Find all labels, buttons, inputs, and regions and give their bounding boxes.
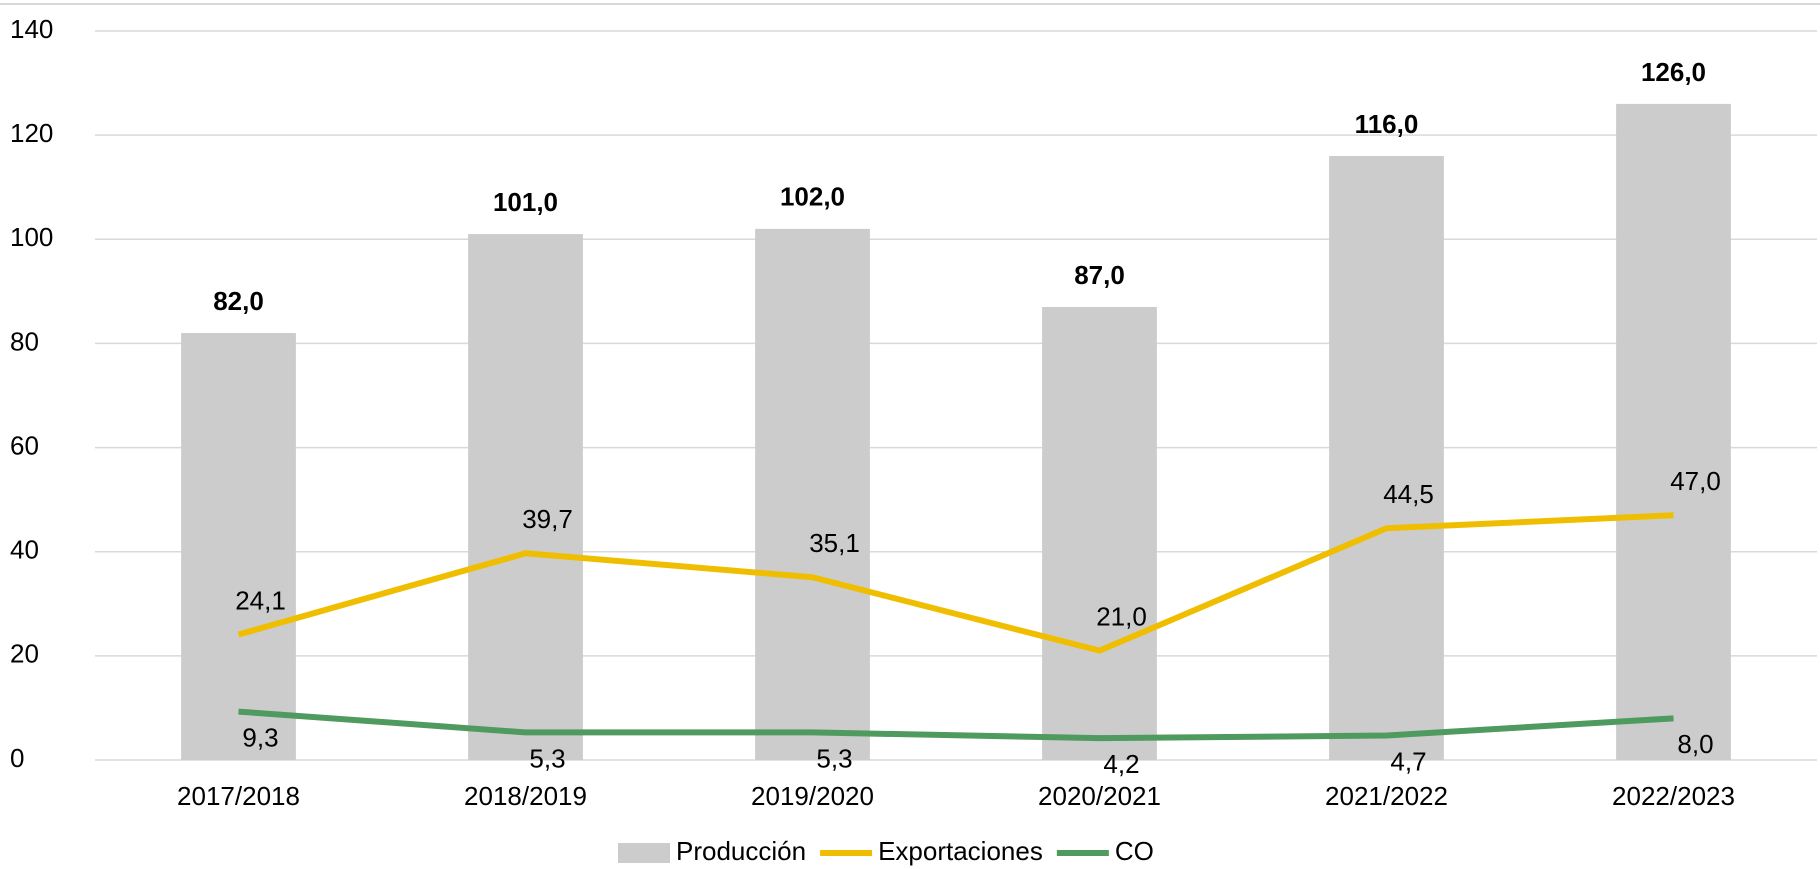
bar — [1042, 306, 1157, 760]
x-tick-label: 2020/2021 — [1038, 781, 1161, 811]
bar — [468, 234, 583, 761]
bar-value-label: 87,0 — [1074, 260, 1125, 290]
legend-label: Exportaciones — [878, 836, 1043, 866]
line-value-label: 8,0 — [1677, 729, 1713, 759]
y-tick-label: 40 — [10, 535, 39, 565]
line-value-label: 39,7 — [522, 504, 573, 534]
bar — [755, 228, 870, 760]
y-tick-label: 60 — [10, 430, 39, 460]
legend-swatch — [618, 843, 670, 863]
bar-value-label: 102,0 — [780, 182, 845, 212]
line-series — [238, 708, 1674, 742]
bar — [1329, 155, 1444, 760]
line-series — [237, 512, 1674, 654]
line-value-label: 5,3 — [816, 743, 852, 773]
y-tick-label: 120 — [10, 118, 53, 148]
legend-label: CO — [1115, 836, 1154, 866]
line-value-label: 21,0 — [1096, 602, 1147, 632]
bar-value-label: 116,0 — [1355, 109, 1419, 139]
line-value-label: 4,7 — [1390, 746, 1426, 776]
y-tick-label: 100 — [10, 222, 53, 252]
line-value-label: 9,3 — [242, 722, 278, 752]
bar-value-label: 82,0 — [213, 286, 264, 316]
bar-value-label: 126,0 — [1641, 57, 1706, 87]
line-value-label: 44,5 — [1383, 479, 1434, 509]
line-value-label: 4,2 — [1103, 749, 1139, 779]
line-value-label: 24,1 — [235, 585, 286, 615]
legend-label: Producción — [676, 836, 806, 866]
x-tick-label: 2019/2020 — [751, 781, 874, 811]
x-tick-label: 2017/2018 — [177, 781, 300, 811]
x-tick-label: 2021/2022 — [1325, 781, 1448, 811]
line-value-label: 47,0 — [1670, 466, 1721, 496]
y-tick-label: 140 — [10, 14, 53, 44]
y-tick-label: 80 — [10, 326, 39, 356]
bar — [1616, 103, 1731, 760]
line-value-label: 5,3 — [529, 743, 565, 773]
y-tick-label: 0 — [10, 743, 24, 773]
x-tick-label: 2018/2019 — [464, 781, 587, 811]
x-tick-label: 2022/2023 — [1612, 781, 1735, 811]
line-value-label: 35,1 — [809, 528, 860, 558]
bar — [181, 333, 296, 760]
bar-value-label: 101,0 — [493, 187, 558, 217]
y-tick-label: 20 — [10, 639, 39, 669]
